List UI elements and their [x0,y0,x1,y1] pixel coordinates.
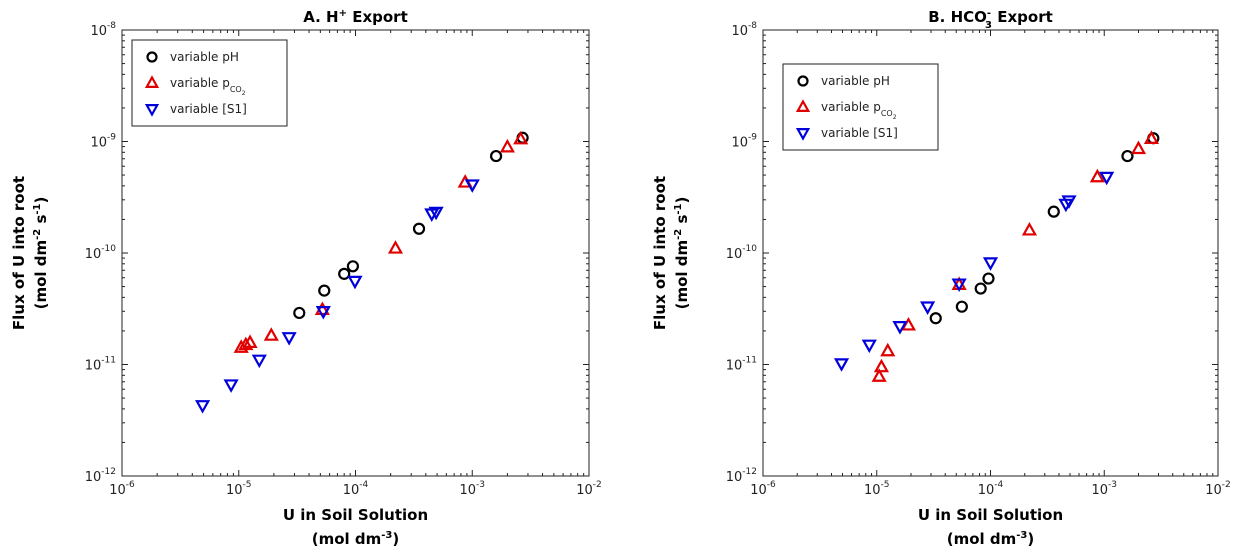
series-triangle-up [233,130,529,353]
y-axis-units: (mol dm-2 s-1) [32,197,50,310]
data-point-triangle-down [428,206,444,221]
y-tick-label: 10-12 [85,467,116,485]
data-point-triangle-up [387,240,404,254]
legend-marker-triangle-up [144,75,160,88]
legend-label: variable [S1] [170,102,247,116]
data-point-circle [346,260,359,273]
data-point-triangle-up [1143,130,1160,144]
chart-panel-b: 10-6 10-5 10-4 10-3 10-2 10-12 10-11 10-10 10-9 1… [651,8,1231,548]
data-point-triangle-down [920,301,936,315]
data-point-triangle-down [195,400,211,414]
data-point-triangle-down [1099,171,1115,186]
legend-label: variable pCO2 [170,76,246,97]
data-point-triangle-down [315,306,331,320]
legend-box [131,39,288,127]
legend-label: variable pCO2 [821,100,897,121]
x-axis-units: (mol dm-3) [947,530,1035,548]
data-point-triangle-up [1021,221,1038,236]
data-point-triangle-up [1089,168,1105,183]
data-point-triangle-down [281,332,297,346]
series-triangle-down [195,179,480,414]
y-tick-label: 10-8 [731,21,757,39]
data-point-triangle-up [880,342,896,357]
data-point-circle [318,284,331,297]
series-triangle-up [871,130,1160,382]
x-axis-label: U in Soil Solution [918,506,1063,524]
chart-panel-a: 10-6 10-5 10-4 10-3 10-2 10-12 10-11 10-10 10-9 1… [10,8,602,548]
data-point-circle [1121,149,1134,163]
legend-marker-circle [797,75,809,87]
data-point-triangle-up [513,130,529,145]
y-tick-label: 10-9 [731,133,757,151]
data-point-triangle-down [251,354,267,369]
x-tick-label: 10-2 [576,480,602,498]
data-point-circle [1047,205,1060,218]
x-axis-label: U in Soil Solution [283,506,428,524]
legend: variable pH variable pCO2 variable [S1] [782,63,939,151]
y-tick-label: 10-10 [85,244,117,262]
series-circle [293,131,529,320]
tick-marks [762,29,1219,477]
data-point-triangle-up [242,334,258,348]
data-point-circle [338,267,351,280]
data-point-triangle-down [982,257,999,271]
y-tick-label: 10-10 [726,244,758,262]
x-tick-label: 10-6 [750,480,776,498]
x-tick-label: 10-4 [978,480,1004,498]
y-tick-label: 10-12 [726,467,757,485]
legend-label: variable pH [170,50,239,64]
legend-marker-circle [146,51,158,63]
series-circle [929,132,1160,325]
data-point-circle [955,300,968,313]
x-axis-units: (mol dm-3) [312,530,400,548]
data-point-triangle-up [1130,140,1147,155]
x-tick-label: 10-2 [1205,480,1231,498]
data-point-triangle-down [464,179,480,193]
data-point-triangle-down [347,275,363,290]
data-point-circle [489,149,503,163]
data-point-circle [982,272,995,285]
x-tick-label: 10-3 [459,480,485,498]
data-point-triangle-down [951,278,967,292]
chart-title: A. H+ Export [303,8,408,26]
legend-label: variable pH [821,74,890,88]
y-axis-label: Flux of U into root [10,176,28,330]
legend-marker-triangle-up [795,99,811,112]
data-point-triangle-up [263,327,279,341]
data-point-triangle-down [892,321,908,335]
data-point-triangle-down [223,379,239,393]
data-point-circle [412,222,426,235]
x-tick-label: 10-4 [343,480,369,498]
y-tick-label: 10-11 [726,356,757,374]
x-tick-label: 10-3 [1091,480,1117,498]
x-tick-label: 10-5 [226,480,252,498]
data-point-triangle-down [1061,195,1077,209]
series-triangle-down [833,171,1115,372]
data-point-triangle-up [873,358,890,373]
tick-marks [121,29,590,477]
data-point-circle [293,306,306,320]
data-point-triangle-down [833,358,850,372]
data-point-triangle-up [499,138,515,153]
data-point-triangle-up [238,336,254,351]
legend-label: variable [S1] [821,126,898,140]
legend-marker-triangle-down [795,128,811,141]
y-tick-label: 10-11 [85,356,116,374]
y-tick-label: 10-9 [90,133,116,151]
data-point-triangle-down [861,339,877,354]
y-axis-label: Flux of U into root [651,176,669,330]
y-tick-label: 10-8 [90,21,116,39]
x-tick-label: 10-6 [109,480,135,498]
chart-title: B. HCO-3 Export [928,8,1053,31]
legend-box [782,63,939,151]
x-tick-label: 10-5 [864,480,890,498]
y-axis-units: (mol dm-2 s-1) [673,197,691,310]
legend-marker-triangle-down [144,104,160,117]
data-point-triangle-up [871,368,887,382]
legend: variable pH variable pCO2 variable [S1] [131,39,288,127]
data-point-circle [929,312,942,325]
data-point-circle [974,282,987,295]
